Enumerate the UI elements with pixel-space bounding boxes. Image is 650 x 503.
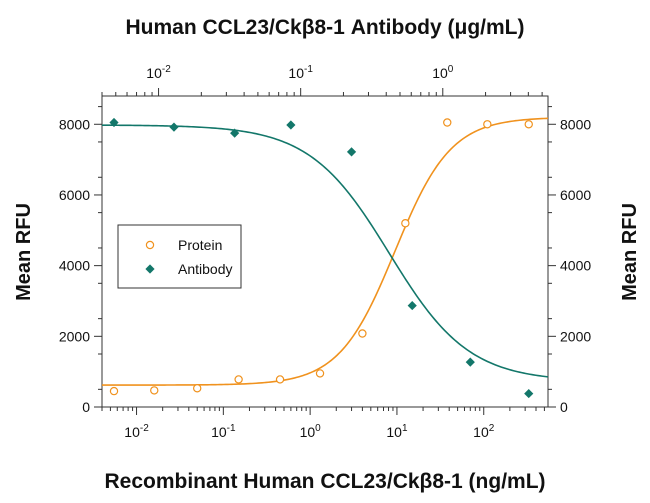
data-point-protein [443, 118, 452, 127]
legend-label-protein: Protein [178, 237, 222, 253]
y-tick-label-left: 6000 [59, 187, 90, 203]
data-point-antibody [346, 147, 357, 157]
chart-title: Human CCL23/Ckβ8-1 Antibody (μg/mL) [125, 16, 524, 39]
top-x-tick-label: 10-1 [288, 64, 313, 81]
data-point-antibody [286, 120, 296, 130]
legend-box [117, 224, 242, 289]
y-axis-label-right: Mean RFU [619, 203, 641, 301]
y-tick-label-left: 8000 [59, 116, 90, 132]
plot-layer: 10-2 10-1 100 101 102 10-2 10-1 100 0 0 2000 2000 40… [59, 64, 592, 440]
x-tick-label: 10-2 [124, 423, 149, 440]
legend-marker-antibody [145, 264, 155, 274]
x-tick-label: 102 [473, 423, 495, 440]
x-tick-label: 100 [300, 423, 322, 440]
data-point-protein [358, 329, 367, 338]
data-point-protein [401, 219, 410, 228]
data-point-antibody [169, 122, 179, 132]
data-point-protein [483, 120, 492, 129]
y-tick-label-right: 0 [560, 399, 568, 415]
data-point-antibody [109, 117, 119, 128]
y-axis-label-left: Mean RFU [13, 203, 35, 301]
data-point-protein [234, 375, 243, 384]
data-point-protein [275, 375, 285, 384]
y-tick-label-right: 6000 [560, 187, 591, 203]
top-x-tick-label: 10-2 [146, 64, 171, 81]
y-tick-label-left: 0 [82, 399, 90, 415]
legend: Protein Antibody [117, 224, 242, 289]
y-tick-label-right: 4000 [560, 258, 591, 274]
plot-frame [101, 95, 549, 408]
x-tick-label: 10-1 [211, 423, 236, 440]
data-point-protein [315, 369, 325, 378]
y-tick-label-left: 2000 [59, 328, 90, 344]
x-axis-label: Recombinant Human CCL23/Ckβ8-1 (ng/mL) [104, 470, 545, 493]
data-point-antibody [407, 300, 417, 311]
data-point-antibody [230, 128, 240, 138]
data-point-antibody [524, 388, 534, 399]
fit-curve-protein [102, 117, 549, 386]
data-point-protein [193, 384, 202, 393]
y-tick-label-right: 2000 [560, 328, 591, 344]
legend-label-antibody: Antibody [178, 261, 232, 277]
data-point-protein [524, 120, 533, 129]
legend-marker-protein [145, 240, 155, 250]
x-tick-label: 101 [386, 423, 408, 440]
y-tick-label-right: 8000 [560, 116, 591, 132]
data-point-protein [150, 386, 159, 395]
y-tick-label-left: 4000 [59, 258, 90, 274]
data-point-antibody [465, 357, 475, 367]
data-point-protein [109, 386, 119, 396]
top-x-tick-label: 100 [432, 64, 454, 81]
